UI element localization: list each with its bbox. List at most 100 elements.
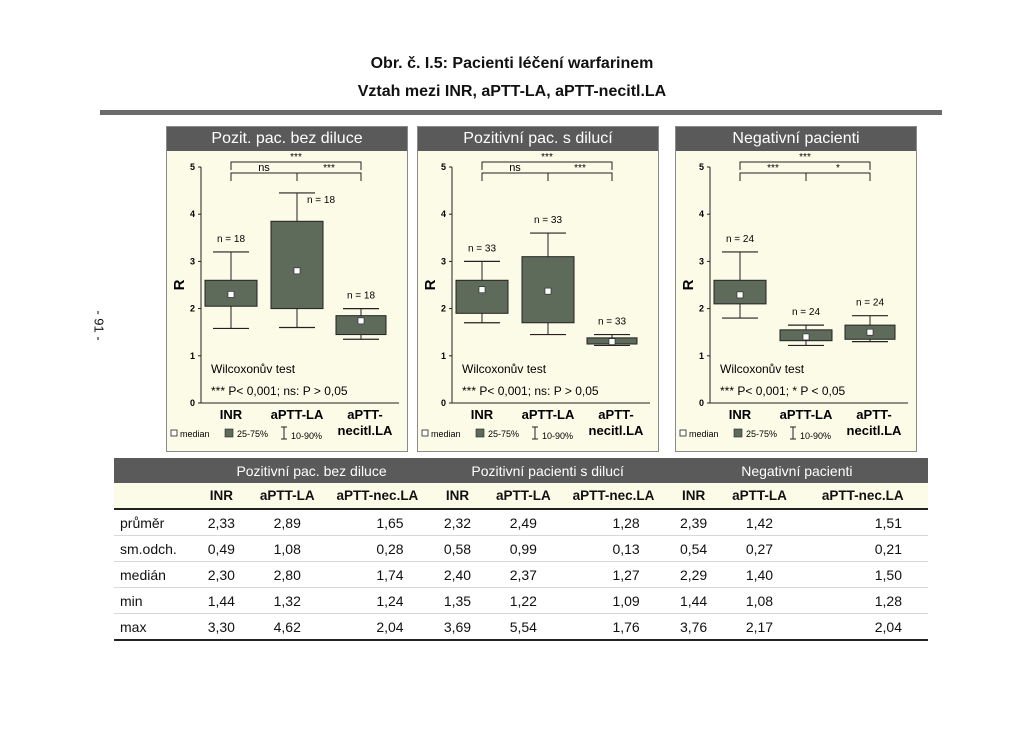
- significance-bracket: [230, 161, 362, 170]
- significance-bracket: [230, 172, 298, 181]
- sample-size-label: n = 24: [856, 298, 885, 309]
- figure-title: Obr. č. I.5: Pacienti léčení warfarinem: [370, 55, 654, 72]
- y-tick-label: 0: [441, 398, 446, 408]
- legend-whisker-swatch: [281, 426, 287, 440]
- box-iqr: [270, 220, 324, 310]
- table-cell: 0,21: [797, 535, 928, 562]
- row-label: max: [114, 613, 194, 641]
- y-tick-label: 5: [190, 162, 195, 172]
- sample-size-label: n = 18: [217, 234, 246, 245]
- legend-median-label: median: [431, 429, 461, 439]
- table-cell: 2,17: [721, 613, 798, 641]
- table-group-header: Pozitivní pac. bez diluce Pozitivní paci…: [114, 458, 928, 483]
- table-cell: 0,49: [193, 535, 250, 562]
- table-cell: 1,09: [561, 587, 666, 614]
- x-category-label: necitl.LA: [589, 423, 645, 438]
- legend-whisker-label: 10-90%: [291, 431, 322, 441]
- column-header: aPTT-nec.LA: [797, 483, 928, 510]
- y-tick-label: 1: [190, 351, 195, 361]
- median-marker: [608, 338, 616, 345]
- legend-median-label: median: [180, 429, 210, 439]
- significance-label: ns: [509, 162, 521, 174]
- table-row: max 3,30 4,62 2,04 3,69 5,54 1,76 3,76 2,17 2,04: [114, 613, 928, 641]
- significance-label: ***: [541, 152, 553, 163]
- table-group-label: Pozitivní pacienti s dilucí: [429, 458, 666, 483]
- legend-median-swatch: [421, 429, 429, 437]
- table-row: průměr 2,33 2,89 1,65 2,32 2,49 1,28 2,39 1,42 1,…: [114, 509, 928, 536]
- y-tick-label: 0: [190, 398, 195, 408]
- x-category-label: aPTT-LA: [522, 407, 575, 422]
- table-cell: 0,99: [485, 535, 562, 562]
- sample-size-label: n = 24: [792, 307, 821, 318]
- row-label: průměr: [114, 509, 194, 536]
- table-cell: 1,08: [249, 535, 326, 562]
- column-header: aPTT-LA: [721, 483, 798, 510]
- table-cell: 1,35: [429, 587, 486, 614]
- test-result: *** P< 0,001; ns: P > 0,05: [211, 384, 348, 398]
- y-tick-label: 2: [441, 304, 446, 314]
- significance-bracket: [296, 172, 362, 181]
- sample-size-label: n = 33: [468, 243, 497, 254]
- table-corner: [114, 458, 194, 483]
- x-category-label: aPTT-: [347, 407, 382, 422]
- table-cell: 2,04: [797, 613, 928, 641]
- y-tick-label: 3: [190, 256, 195, 266]
- x-category-label: aPTT-LA: [271, 407, 324, 422]
- y-tick-label: 2: [190, 304, 195, 314]
- table-cell: 4,62: [249, 613, 326, 641]
- table-cell: 2,32: [429, 509, 486, 536]
- table-cell: 1,40: [721, 561, 798, 588]
- legend-median-label: median: [689, 429, 719, 439]
- table-cell: 2,33: [193, 509, 250, 536]
- column-header: INR: [665, 483, 722, 510]
- table-cell: 2,39: [665, 509, 722, 536]
- chart-title: Negativní pacienti: [676, 127, 916, 151]
- significance-label: ns: [258, 162, 270, 174]
- median-marker: [478, 286, 486, 294]
- table-cell: 0,58: [429, 535, 486, 562]
- table-row: sm.odch. 0,49 1,08 0,28 0,58 0,99 0,13 0,54 0,27…: [114, 535, 928, 562]
- significance-label: ***: [323, 163, 335, 174]
- legend-median-swatch: [679, 429, 687, 437]
- table-cell: 0,28: [325, 535, 430, 562]
- table-cell: 2,29: [665, 561, 722, 588]
- table-cell: 2,80: [249, 561, 326, 588]
- y-axis-label: R: [171, 279, 188, 290]
- legend-box-swatch: [224, 428, 234, 438]
- x-category-label: necitl.LA: [338, 423, 394, 438]
- table-cell: 1,51: [797, 509, 928, 536]
- table-cell: 0,13: [561, 535, 666, 562]
- table-cell: 2,89: [249, 509, 326, 536]
- median-marker: [866, 328, 874, 336]
- sample-size-label: n = 24: [726, 234, 755, 245]
- page-number: - 91 -: [91, 310, 107, 341]
- legend-median-swatch: [170, 429, 178, 437]
- column-header: aPTT-nec.LA: [561, 483, 666, 510]
- median-marker: [227, 291, 235, 298]
- statistics-table-wrap: Pozitivní pac. bez diluce Pozitivní paci…: [114, 458, 928, 641]
- x-category-label: aPTT-: [598, 407, 633, 422]
- column-header: INR: [429, 483, 486, 510]
- test-result: *** P< 0,001; ns: P > 0,05: [462, 384, 599, 398]
- legend-box-swatch: [475, 428, 485, 438]
- test-name: Wilcoxonův test: [720, 362, 805, 376]
- y-axis-label: R: [422, 279, 439, 290]
- median-marker: [736, 291, 744, 299]
- table-cell: 1,65: [325, 509, 430, 536]
- legend-box-swatch: [733, 428, 743, 438]
- table-cell: 3,76: [665, 613, 722, 641]
- y-tick-label: 2: [699, 304, 704, 314]
- table-cell: 5,54: [485, 613, 562, 641]
- table-cell: 1,32: [249, 587, 326, 614]
- y-tick-label: 1: [441, 351, 446, 361]
- legend-whisker-label: 10-90%: [542, 431, 573, 441]
- row-label: min: [114, 587, 194, 614]
- significance-bracket: [481, 172, 549, 181]
- table-cell: 1,27: [561, 561, 666, 588]
- x-category-label: necitl.LA: [847, 423, 903, 438]
- legend-whisker-swatch: [532, 426, 538, 440]
- sample-size-label: n = 18: [307, 195, 336, 206]
